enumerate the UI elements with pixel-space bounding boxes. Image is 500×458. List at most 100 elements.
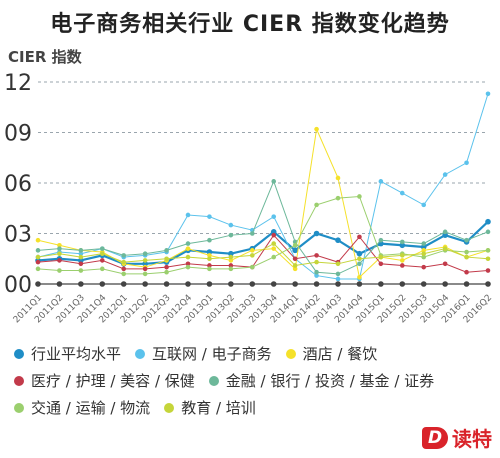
data-point	[314, 126, 319, 132]
data-point	[99, 246, 105, 251]
data-point	[121, 266, 127, 272]
data-point	[399, 263, 405, 268]
data-point	[142, 266, 148, 272]
legend-swatch	[135, 348, 146, 359]
legend-item: 行业平均水平	[14, 343, 121, 364]
data-point	[292, 263, 298, 268]
data-point	[121, 271, 127, 277]
data-point	[142, 271, 148, 277]
data-point	[292, 242, 298, 248]
data-point	[164, 269, 169, 275]
baseline-marker	[142, 281, 148, 287]
legend-label: 互联网 / 电子商务	[152, 345, 272, 363]
baseline-marker	[185, 281, 191, 287]
baseline-marker	[120, 281, 127, 287]
y-tick-label: 06	[4, 172, 32, 197]
data-point	[420, 244, 427, 250]
data-point	[121, 253, 127, 258]
legend-label: 行业平均水平	[31, 345, 122, 363]
data-point	[421, 241, 427, 246]
baseline-marker	[292, 281, 298, 287]
baseline-marker	[485, 281, 491, 287]
data-point	[99, 258, 105, 263]
data-point	[464, 237, 469, 243]
data-point	[185, 254, 191, 260]
baseline-marker	[249, 281, 256, 287]
data-point	[399, 253, 405, 258]
data-point	[442, 246, 448, 251]
baseline-marker	[356, 281, 363, 287]
data-point	[121, 259, 127, 265]
data-point	[335, 271, 341, 277]
data-point	[421, 202, 427, 208]
legend-row: 医疗 / 护理 / 美容 / 保健 金融 / 银行 / 投资 / 基金 / 证券	[14, 367, 494, 394]
data-point	[421, 251, 427, 256]
data-point	[485, 229, 491, 235]
data-point	[335, 237, 341, 244]
data-point	[399, 190, 405, 196]
data-point	[78, 251, 84, 256]
data-point	[228, 232, 234, 238]
data-point	[78, 268, 84, 273]
baseline-marker	[270, 281, 277, 287]
data-point	[207, 237, 212, 243]
data-point	[485, 256, 491, 262]
legend-item: 医疗 / 护理 / 美容 / 保健	[14, 370, 195, 391]
legend: 行业平均水平 互联网 / 电子商务 酒店 / 餐饮医疗 / 护理 / 美容 / 保健…	[14, 340, 494, 421]
y-tick-label: 03	[4, 223, 32, 248]
legend-item: 互联网 / 电子商务	[135, 343, 272, 364]
data-point	[378, 179, 384, 184]
baseline-marker	[56, 281, 63, 287]
brand-name: 读特	[452, 427, 492, 451]
baseline-marker	[378, 281, 384, 287]
data-point	[228, 266, 234, 272]
data-point	[271, 232, 277, 238]
data-point	[228, 263, 234, 268]
data-point	[249, 248, 255, 253]
data-point	[464, 160, 469, 166]
data-point	[485, 248, 491, 253]
data-point	[185, 261, 191, 267]
data-point	[485, 268, 491, 273]
brand-logo-icon: D	[422, 426, 448, 449]
y-tick-label: 00	[4, 273, 32, 298]
data-point	[99, 266, 105, 272]
data-point	[35, 259, 41, 265]
data-point	[78, 248, 84, 253]
legend-swatch	[14, 402, 24, 413]
baseline-marker	[163, 281, 170, 287]
baseline-marker	[313, 281, 320, 287]
data-point	[142, 258, 148, 263]
series-line	[37, 93, 489, 280]
data-point	[206, 249, 213, 255]
series-line	[37, 234, 489, 273]
baseline-marker	[206, 281, 213, 287]
data-point	[35, 266, 41, 272]
data-point	[421, 264, 427, 270]
data-point	[485, 91, 491, 97]
data-point	[292, 247, 298, 254]
data-point	[207, 266, 212, 272]
data-point	[207, 263, 212, 268]
data-point	[356, 250, 363, 257]
legend-label: 金融 / 银行 / 投资 / 基金 / 证券	[225, 372, 435, 390]
y-tick-label: 09	[4, 122, 32, 147]
legend-item: 交通 / 运输 / 物流	[14, 397, 150, 418]
data-point	[185, 241, 191, 246]
data-point	[442, 261, 448, 267]
legend-item: 酒店 / 餐饮	[285, 343, 377, 364]
legend-row: 交通 / 运输 / 物流 教育 / 培训	[14, 394, 494, 421]
data-point	[271, 241, 277, 246]
data-point	[464, 254, 469, 260]
baseline-marker	[335, 281, 341, 287]
data-point	[249, 253, 255, 258]
data-point	[335, 195, 341, 201]
baseline-marker	[99, 281, 106, 287]
data-point	[292, 256, 298, 262]
legend-label: 交通 / 运输 / 物流	[31, 399, 151, 417]
brand-logo: D 读特	[422, 423, 492, 452]
data-point	[399, 242, 406, 249]
data-point	[78, 261, 84, 267]
data-point	[378, 237, 384, 243]
y-axis-label: CIER 指数	[8, 48, 82, 66]
